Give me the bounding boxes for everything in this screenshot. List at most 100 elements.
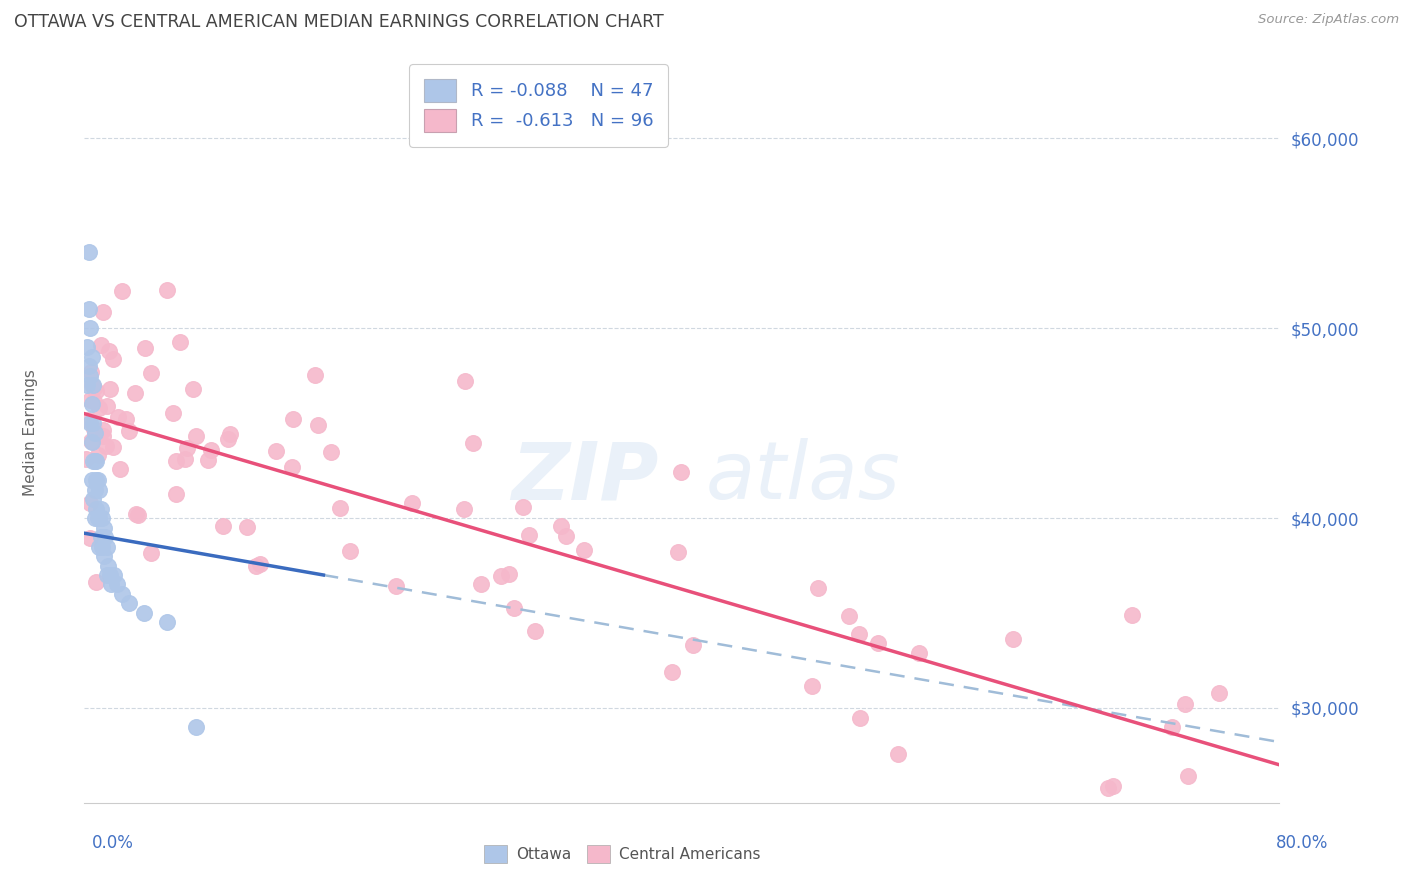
Point <box>908 647 931 661</box>
Point <box>1161 720 1184 734</box>
Point <box>103 440 125 454</box>
Text: atlas: atlas <box>706 438 901 516</box>
Point <box>80 350 103 364</box>
Point <box>498 567 520 582</box>
Point <box>329 500 352 515</box>
Point <box>86 454 108 468</box>
Point <box>165 487 187 501</box>
Text: 0.0%: 0.0% <box>91 834 134 852</box>
Point <box>91 423 114 437</box>
Point <box>183 382 205 396</box>
Point <box>489 569 512 583</box>
Point <box>453 502 475 516</box>
Point <box>82 454 104 468</box>
Point <box>212 519 235 533</box>
Point <box>96 540 118 554</box>
Point <box>91 511 114 525</box>
Point <box>86 473 108 487</box>
Point <box>82 491 104 506</box>
Point <box>111 587 134 601</box>
Point <box>848 711 870 725</box>
Point <box>90 530 112 544</box>
Point <box>94 530 117 544</box>
Point <box>169 334 191 349</box>
Point <box>89 511 111 525</box>
Point <box>79 392 101 407</box>
Point <box>848 627 870 641</box>
Point <box>82 378 104 392</box>
Point <box>503 601 526 615</box>
Point <box>1121 608 1143 623</box>
Point <box>86 575 108 590</box>
Point <box>1177 769 1199 783</box>
Point <box>162 406 184 420</box>
Point <box>83 422 105 436</box>
Point <box>281 412 304 426</box>
Point <box>89 483 111 497</box>
Point <box>89 540 111 554</box>
Point <box>83 394 105 409</box>
Point <box>132 606 156 620</box>
Point <box>517 528 540 542</box>
Text: Source: ZipAtlas.com: Source: ZipAtlas.com <box>1258 13 1399 27</box>
Point <box>111 284 134 298</box>
Point <box>800 679 823 693</box>
Legend: Ottawa, Central Americans: Ottawa, Central Americans <box>478 839 766 869</box>
Point <box>454 374 477 388</box>
Point <box>90 338 112 352</box>
Text: ZIP: ZIP <box>510 438 658 516</box>
Point <box>79 531 101 545</box>
Point <box>91 305 114 319</box>
Point <box>91 429 114 443</box>
Point <box>90 501 112 516</box>
Point <box>80 434 103 449</box>
Point <box>80 365 103 379</box>
Point <box>887 747 910 761</box>
Point <box>79 496 101 510</box>
Point <box>184 429 207 443</box>
Point <box>87 401 110 416</box>
Point <box>77 302 100 317</box>
Point <box>661 665 683 680</box>
Point <box>174 452 197 467</box>
Point <box>91 540 114 554</box>
Point <box>94 438 117 452</box>
Point <box>200 442 222 457</box>
Point <box>80 397 103 411</box>
Point <box>80 377 103 392</box>
Point <box>127 508 149 523</box>
Point <box>524 624 547 639</box>
Point <box>98 568 121 582</box>
Point <box>80 435 103 450</box>
Point <box>307 418 329 433</box>
Point <box>339 543 361 558</box>
Point <box>118 597 141 611</box>
Text: OTTAWA VS CENTRAL AMERICAN MEDIAN EARNINGS CORRELATION CHART: OTTAWA VS CENTRAL AMERICAN MEDIAN EARNIN… <box>14 13 664 31</box>
Text: Median Earnings: Median Earnings <box>22 369 38 496</box>
Point <box>87 473 110 487</box>
Point <box>236 520 259 534</box>
Point <box>385 579 408 593</box>
Point <box>512 500 534 514</box>
Point <box>401 496 423 510</box>
Point <box>281 459 304 474</box>
Point <box>264 443 287 458</box>
Point <box>139 546 162 560</box>
Point <box>176 441 198 455</box>
Point <box>87 448 110 462</box>
Point <box>79 416 101 430</box>
Point <box>807 581 830 595</box>
Point <box>319 445 342 459</box>
Point <box>1102 779 1125 793</box>
Point <box>80 473 103 487</box>
Point <box>470 577 492 591</box>
Point <box>77 245 100 260</box>
Point <box>103 568 125 582</box>
Point <box>186 720 208 734</box>
Point <box>574 542 596 557</box>
Point <box>125 507 148 521</box>
Point <box>96 399 118 413</box>
Point <box>97 558 120 573</box>
Point <box>118 424 141 438</box>
Point <box>304 368 326 383</box>
